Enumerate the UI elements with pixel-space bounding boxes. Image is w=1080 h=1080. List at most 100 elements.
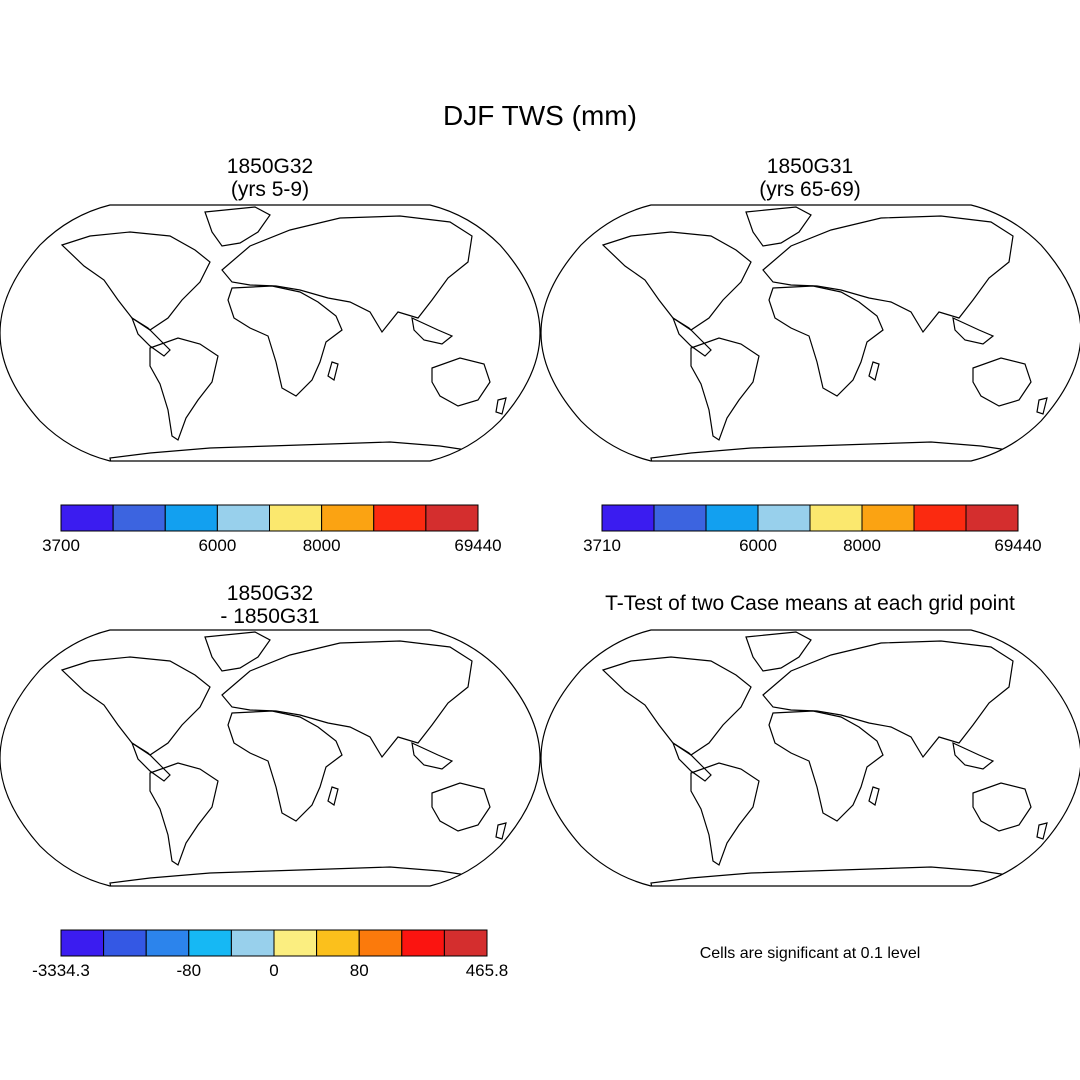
grid-cell (495, 435, 500, 440)
grid-cell (500, 215, 505, 220)
grid-cell (470, 215, 475, 220)
grid-cell (240, 470, 245, 475)
grid-cell (445, 470, 450, 475)
grid-cell (80, 460, 85, 465)
grid-cell (55, 450, 60, 455)
panel-2-title-line1: 1850G31 (766, 155, 854, 178)
grid-cell (210, 465, 215, 470)
grid-cell (355, 465, 360, 470)
grid-cell (145, 465, 150, 470)
grid-cell (445, 460, 450, 465)
grid-cell (40, 210, 45, 215)
grid-cell (350, 470, 355, 475)
grid-cell (155, 465, 160, 470)
grid-cell (215, 465, 220, 470)
grid-cell (490, 440, 495, 445)
grid-cell (485, 470, 490, 475)
grid-cell (460, 460, 465, 465)
grid-cell (235, 465, 240, 470)
grid-cell (40, 440, 45, 445)
grid-cell (360, 470, 365, 475)
grid-cell (190, 465, 195, 470)
grid-cell (180, 465, 185, 470)
grid-cell (45, 455, 50, 460)
grid-cell (250, 465, 255, 470)
grid-cell (75, 465, 80, 470)
grid-cell (230, 465, 235, 470)
grid-cell (62, 460, 65, 465)
grid-cell (40, 235, 45, 240)
grid-cell (450, 460, 455, 465)
grid-cell (200, 470, 205, 475)
grid-cell (65, 207, 70, 210)
grid-cell (500, 230, 505, 235)
grid-cell (465, 455, 470, 460)
grid-cell (480, 470, 485, 475)
grid-cell (365, 470, 370, 475)
grid-cell (375, 465, 380, 470)
grid-cell (205, 470, 210, 475)
grid-cell (460, 207, 465, 210)
grid-cell (400, 465, 405, 470)
grid-cell (105, 465, 110, 470)
grid-cell (62, 450, 65, 455)
grid-cell (40, 450, 45, 455)
grid-cell (40, 205, 45, 210)
grid-cell (455, 207, 460, 210)
grid-cell (435, 470, 440, 475)
grid-cell (490, 470, 495, 475)
grid-cell (100, 470, 105, 475)
grid-cell (65, 215, 70, 220)
grid-cell (475, 460, 480, 465)
grid-cell (405, 470, 410, 475)
grid-cell (360, 465, 365, 470)
grid-cell (490, 220, 495, 225)
grid-cell (500, 240, 505, 245)
grid-cell (80, 207, 85, 210)
grid-cell (100, 460, 105, 465)
grid-cell (290, 465, 295, 470)
grid-cell (295, 465, 300, 470)
grid-cell (75, 207, 80, 210)
grid-cell (185, 470, 190, 475)
grid-cell (400, 470, 405, 475)
grid-cell (455, 460, 460, 465)
grid-cell (460, 465, 465, 470)
grid-cell (80, 455, 85, 460)
grid-cell (460, 455, 465, 460)
grid-cell (440, 470, 445, 475)
grid-cell (495, 430, 500, 435)
grid-cell (490, 455, 495, 460)
grid-cell (480, 445, 485, 450)
grid-cell (470, 450, 475, 455)
grid-cell (340, 470, 345, 475)
grid-cell (55, 220, 60, 225)
grid-cell (475, 470, 480, 475)
grid-cell (250, 470, 255, 475)
grid-cell (490, 435, 495, 440)
grid-cell (45, 430, 50, 435)
grid-cell (65, 465, 70, 470)
grid-cell (70, 207, 75, 210)
grid-cell (90, 470, 95, 475)
grid-cell (62, 220, 65, 225)
grid-cell (200, 465, 205, 470)
grid-cell (395, 465, 400, 470)
grid-cell (50, 440, 55, 445)
grid-cell (415, 470, 420, 475)
grid-cell (485, 207, 490, 210)
grid-cell (495, 210, 500, 215)
grid-cell (70, 460, 75, 465)
grid-cell (55, 460, 60, 465)
grid-cell (50, 465, 55, 470)
grid-cell (230, 470, 235, 475)
grid-cell (500, 220, 505, 225)
grid-cell (70, 455, 75, 460)
grid-cell (40, 435, 45, 440)
grid-cell (180, 470, 185, 475)
grid-cell (55, 445, 60, 450)
grid-cell (380, 470, 385, 475)
grid-cell (40, 220, 45, 225)
grid-cell (460, 470, 465, 475)
grid-cell (405, 465, 410, 470)
